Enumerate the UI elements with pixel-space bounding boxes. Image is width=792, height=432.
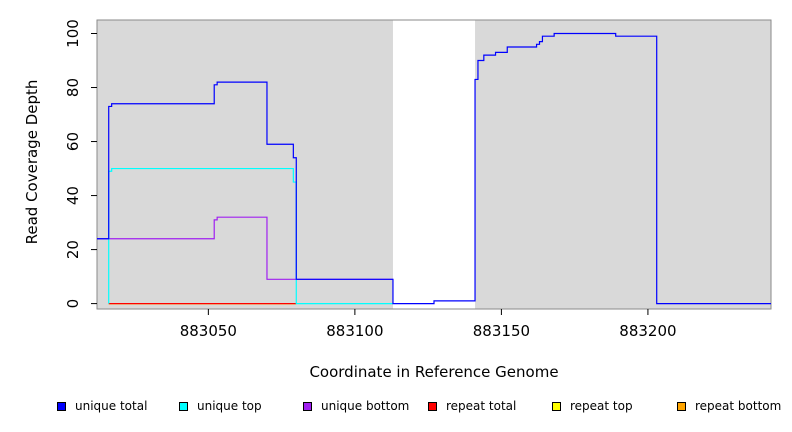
plot-panel-2 xyxy=(475,20,771,309)
legend-label: unique total xyxy=(75,399,148,413)
legend-item-unique-total: unique total xyxy=(57,399,147,413)
legend-item-repeat-bottom: repeat bottom xyxy=(677,399,781,413)
legend-swatch xyxy=(677,401,686,411)
x-tick-label: 883200 xyxy=(619,322,676,340)
x-tick-label: 883100 xyxy=(326,322,383,340)
legend-label: repeat top xyxy=(570,399,633,413)
y-tick-label: 40 xyxy=(64,186,82,205)
legend-item-repeat-top: repeat top xyxy=(552,399,633,413)
series-line-unique-bottom xyxy=(97,216,393,280)
legend-label: unique top xyxy=(197,399,262,413)
y-tick-label: 20 xyxy=(64,240,82,259)
legend-item-unique-bottom: unique bottom xyxy=(303,399,409,413)
legend-label: repeat bottom xyxy=(695,399,782,413)
legend-swatch xyxy=(179,401,188,411)
chart-legend: unique total unique top unique bottom repea… xyxy=(0,399,792,419)
series-line-unique-total xyxy=(97,32,771,305)
y-tick-label: 0 xyxy=(64,299,82,309)
x-axis-title: Coordinate in Reference Genome xyxy=(309,363,558,381)
legend-label: unique bottom xyxy=(321,399,410,413)
plot-panel-1 xyxy=(97,20,393,309)
x-tick-label: 883150 xyxy=(473,322,530,340)
legend-item-repeat-total: repeat total xyxy=(428,399,516,413)
legend-swatch xyxy=(428,401,437,411)
y-axis-title: Read Coverage Depth xyxy=(23,80,41,245)
y-tick-label: 60 xyxy=(64,132,82,151)
y-tick-label: 100 xyxy=(64,19,82,48)
legend-item-unique-top: unique top xyxy=(179,399,262,413)
x-tick-label: 883050 xyxy=(180,322,237,340)
legend-swatch xyxy=(552,401,561,411)
legend-swatch xyxy=(57,401,66,411)
plot-frame xyxy=(96,19,772,310)
legend-label: repeat total xyxy=(446,399,517,413)
y-tick-label: 80 xyxy=(64,78,82,97)
legend-swatch xyxy=(303,401,312,411)
